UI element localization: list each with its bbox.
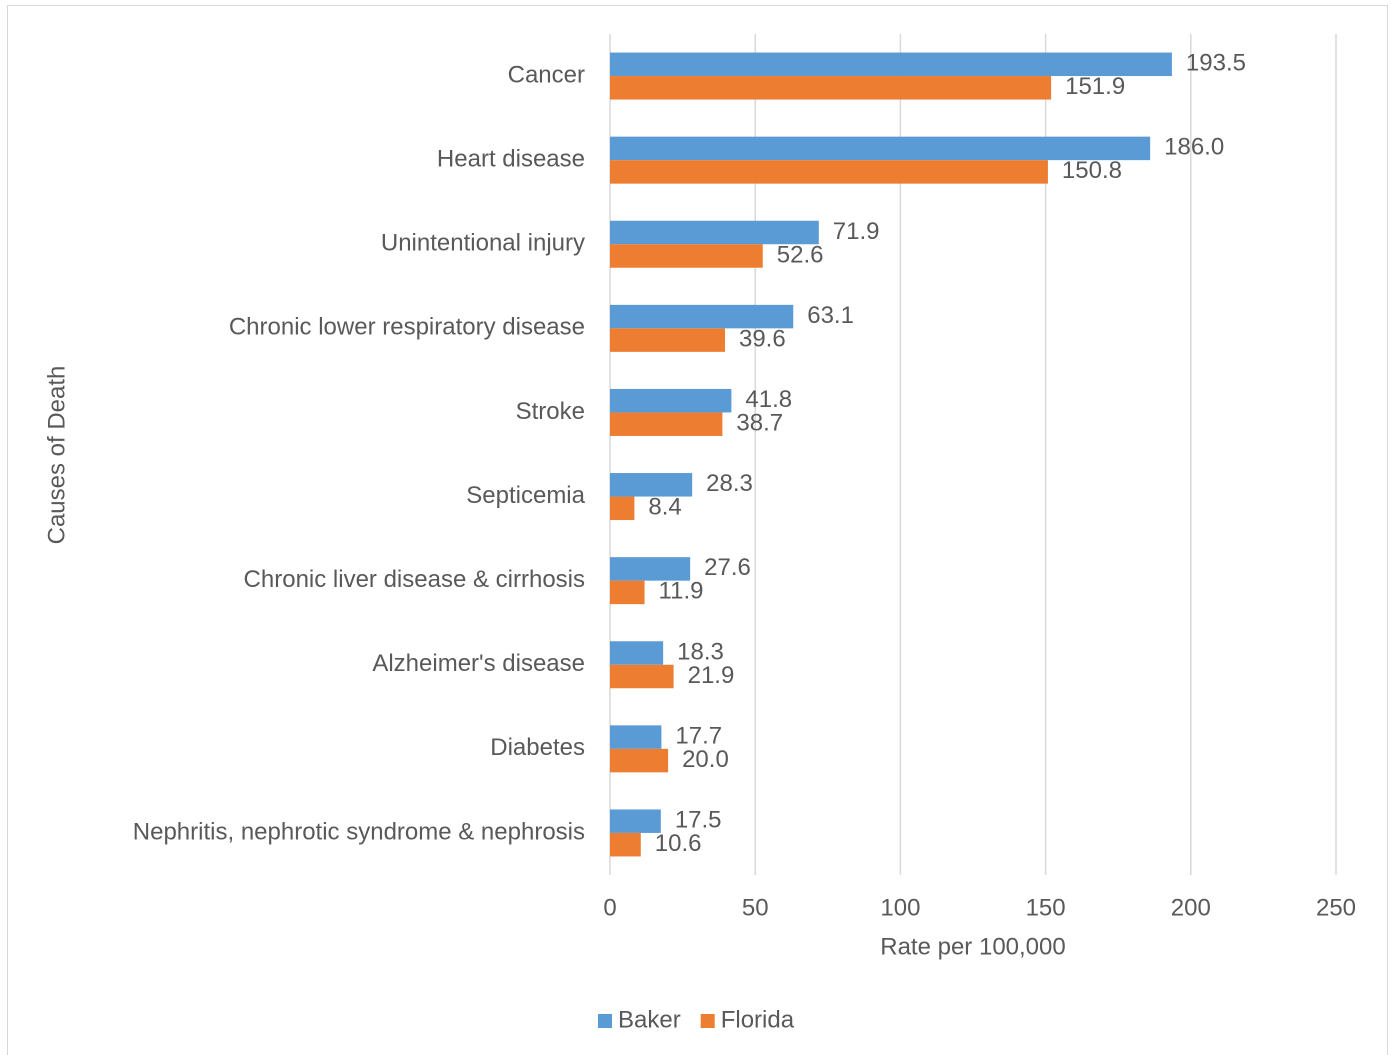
x-tick-label: 100 <box>880 894 920 921</box>
bar <box>610 136 1151 161</box>
y-axis-title: Causes of Death <box>43 366 70 545</box>
y-tick-label: Stroke <box>516 398 585 425</box>
data-label: 10.6 <box>655 830 702 857</box>
data-label: 18.3 <box>677 638 724 665</box>
data-label: 150.8 <box>1062 157 1122 184</box>
bar <box>610 557 691 581</box>
y-tick-label: Chronic lower respiratory disease <box>229 314 585 341</box>
bar <box>610 76 1052 100</box>
data-label: 63.1 <box>807 302 854 329</box>
bar <box>610 748 669 773</box>
data-label: 39.6 <box>739 325 786 352</box>
bar <box>610 220 819 245</box>
bar <box>610 412 723 436</box>
x-tick-label: 50 <box>742 894 769 921</box>
legend-label: Baker <box>618 1006 681 1033</box>
bar <box>610 52 1172 77</box>
bar <box>610 832 641 857</box>
data-label: 193.5 <box>1186 50 1246 77</box>
data-label: 52.6 <box>777 241 824 268</box>
data-label: 151.9 <box>1065 73 1125 100</box>
x-tick-label: 150 <box>1026 894 1066 921</box>
bar <box>610 641 664 665</box>
data-label: 28.3 <box>706 470 753 497</box>
data-label: 17.7 <box>675 722 722 749</box>
bar <box>610 664 674 689</box>
data-label: 186.0 <box>1164 134 1224 161</box>
x-tick-label: 0 <box>603 894 616 921</box>
bar <box>610 160 1048 184</box>
y-tick-label: Unintentional injury <box>381 230 585 257</box>
data-label: 27.6 <box>704 554 751 581</box>
bar <box>610 809 661 833</box>
data-label: 38.7 <box>736 410 783 437</box>
legend-swatch <box>700 1014 715 1028</box>
y-tick-label: Nephritis, nephrotic syndrome & nephrosi… <box>133 818 585 845</box>
bar <box>610 580 645 605</box>
data-label: 41.8 <box>745 386 792 413</box>
x-axis-title: Rate per 100,000 <box>880 933 1065 960</box>
y-tick-label: Chronic liver disease & cirrhosis <box>244 566 585 593</box>
bar <box>610 725 662 749</box>
data-label: 21.9 <box>688 662 735 689</box>
x-tick-label: 250 <box>1316 894 1356 921</box>
y-tick-label: Diabetes <box>490 734 585 761</box>
bar <box>610 388 732 413</box>
bar <box>610 244 763 268</box>
bar <box>610 496 635 521</box>
data-label: 11.9 <box>659 578 704 605</box>
data-label: 8.4 <box>648 494 681 521</box>
legend-swatch <box>598 1014 612 1028</box>
y-tick-label: Alzheimer's disease <box>372 650 585 677</box>
bar <box>610 328 725 352</box>
y-tick-label: Cancer <box>508 61 585 88</box>
x-tick-label: 200 <box>1171 894 1211 921</box>
data-label: 20.0 <box>682 746 729 773</box>
legend-label: Florida <box>721 1006 795 1033</box>
y-tick-label: Heart disease <box>437 145 585 172</box>
bar <box>610 473 693 497</box>
bar <box>610 304 794 329</box>
data-label: 17.5 <box>675 807 722 834</box>
y-tick-label: Septicemia <box>466 482 585 509</box>
data-label: 71.9 <box>833 218 880 245</box>
